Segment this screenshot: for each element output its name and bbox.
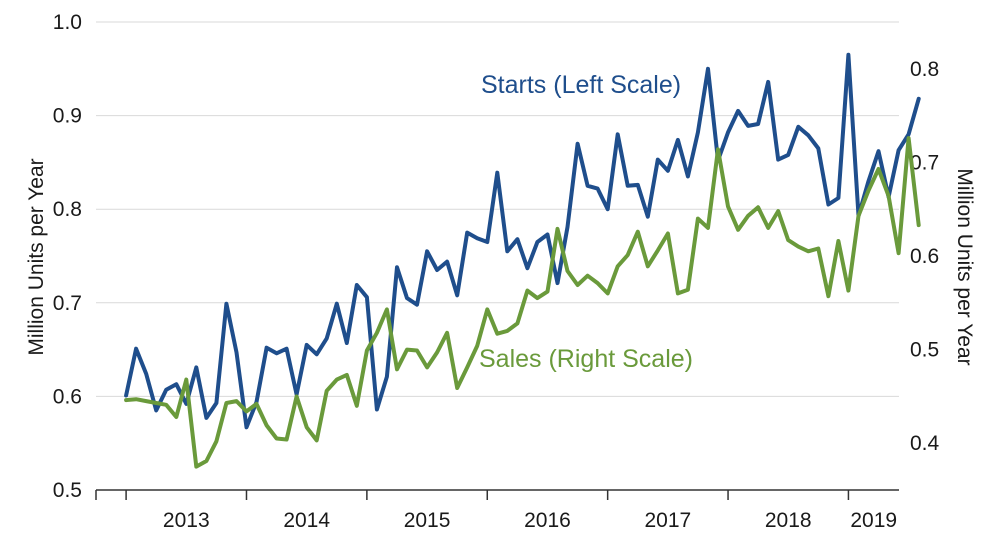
- left-axis-title: Million Units per Year: [25, 158, 48, 355]
- right-tick-label: 0.7: [910, 151, 939, 174]
- starts-series-label: Starts (Left Scale): [481, 71, 681, 99]
- left-tick-label: 0.7: [53, 292, 82, 315]
- x-tick-label: 2015: [404, 509, 451, 532]
- right-tick-label: 0.8: [910, 58, 939, 81]
- right-axis-title: Million Units per Year: [953, 168, 976, 365]
- x-tick-label: 2016: [524, 509, 571, 532]
- sales-series-label: Sales (Right Scale): [479, 345, 693, 373]
- x-tick-label: 2013: [163, 509, 210, 532]
- starts-line: [124, 52, 921, 430]
- x-tick-label: 2014: [283, 509, 330, 532]
- left-tick-label: 1.0: [53, 11, 82, 34]
- left-tick-label: 0.8: [53, 198, 82, 221]
- sales-line: [124, 136, 921, 469]
- left-tick-label: 0.5: [53, 479, 82, 502]
- right-tick-label: 0.5: [910, 339, 939, 362]
- gridlines: [96, 21, 899, 397]
- right-tick-label: 0.6: [910, 245, 939, 268]
- series-lines: [124, 52, 921, 469]
- x-tick-label: 2019: [850, 509, 897, 532]
- left-tick-label: 0.9: [53, 105, 82, 128]
- left-tick-label: 0.6: [53, 385, 82, 408]
- x-tick-label: 2018: [765, 509, 812, 532]
- x-tick-label: 2017: [644, 509, 691, 532]
- axes: 0.5 0.6 0.7 0.8 0.9 1.0 0.4 0.5 0.6 0.7 0.8 2013 201…: [53, 11, 940, 532]
- right-tick-label: 0.4: [910, 432, 940, 455]
